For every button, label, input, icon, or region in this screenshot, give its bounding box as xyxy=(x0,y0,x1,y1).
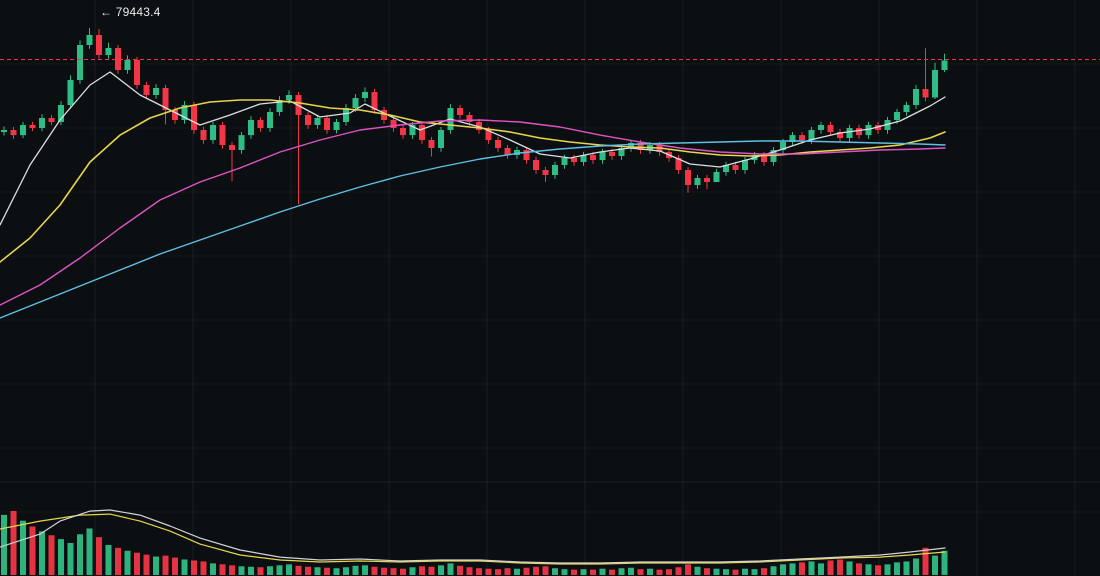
volume-bars xyxy=(1,511,948,576)
volume-ma-white xyxy=(0,509,946,564)
candles xyxy=(1,28,948,205)
ma-mid-yellow xyxy=(0,99,946,263)
ma-fast-white xyxy=(0,71,946,226)
ma-long-cyan xyxy=(0,140,946,319)
volume-ma-yellow xyxy=(0,513,946,565)
ma-slow-magenta xyxy=(0,119,946,306)
price-line-label: ← 79443.4 xyxy=(100,5,161,19)
